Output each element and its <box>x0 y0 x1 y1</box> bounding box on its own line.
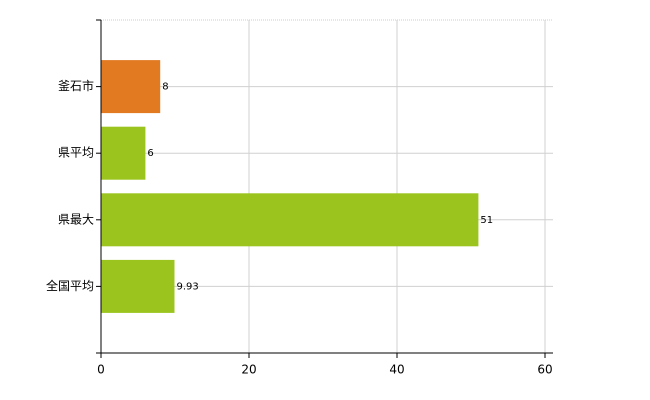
y-tick-label: 全国平均 <box>46 278 94 293</box>
y-tick-label: 県平均 <box>58 146 94 160</box>
x-tick-label: 20 <box>241 363 256 377</box>
value-label: 9.93 <box>176 281 198 292</box>
x-tick-label: 60 <box>537 363 552 377</box>
bar <box>101 193 479 247</box>
value-label: 6 <box>147 148 153 159</box>
bar <box>101 60 161 114</box>
bar <box>101 126 146 180</box>
y-tick-label: 釜石市 <box>58 78 94 93</box>
x-tick-label: 0 <box>97 363 105 377</box>
x-tick-label: 40 <box>389 363 404 377</box>
y-tick-label: 県最大 <box>58 212 94 226</box>
value-label: 51 <box>480 215 493 226</box>
value-label: 8 <box>162 82 168 93</box>
bar <box>101 259 175 313</box>
